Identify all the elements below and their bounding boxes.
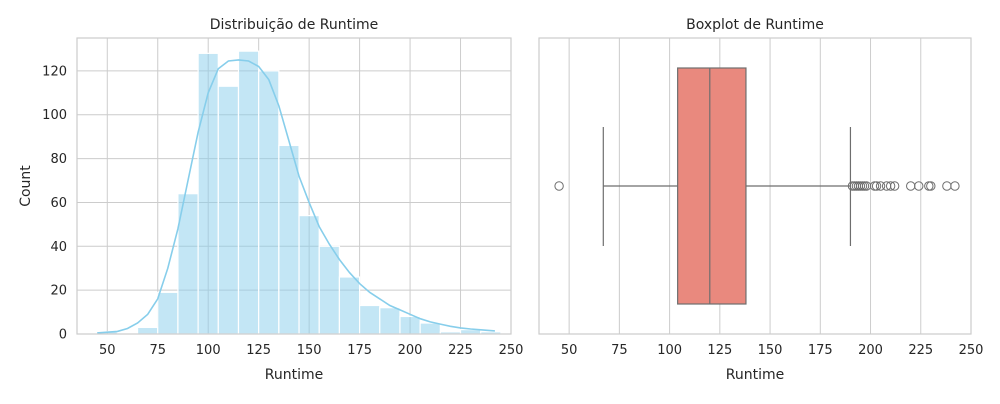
boxplot-outlier-point [871, 181, 882, 191]
boxplot-outlier-point [889, 181, 900, 191]
histogram-bar [237, 50, 260, 335]
boxplot-panel: 50 75 100 125 150 175 200 225 250 Boxplot de Run… [538, 17, 984, 383]
histogram-y-tick-label: 60 [50, 196, 67, 211]
boxplot-x-tick-label: 175 [808, 343, 833, 358]
histogram-bar [136, 326, 159, 335]
boxplot-x-tick-label: 100 [657, 343, 682, 358]
boxplot-outlier-point [914, 181, 924, 191]
histogram-x-tick-label: 100 [196, 343, 221, 358]
boxplot-title: Boxplot de Runtime [686, 17, 824, 33]
boxplot-outliers [554, 181, 960, 191]
histogram-bar [258, 70, 280, 335]
histogram-bar [157, 291, 179, 335]
boxplot-x-ticks: 50 75 100 125 150 175 200 225 250 [561, 343, 984, 358]
histogram-bar [379, 307, 401, 335]
boxplot-outlier-point [885, 181, 896, 191]
boxplot-x-tick-label: 200 [858, 343, 883, 358]
boxplot-x-tick-label: 125 [707, 343, 732, 358]
boxplot-iqr-box [677, 67, 747, 305]
histogram-title: Distribuição de Runtime [210, 17, 378, 33]
histogram-bar [278, 144, 300, 335]
histogram-y-tick-label: 120 [42, 64, 67, 79]
histogram-y-tick-label: 80 [50, 152, 67, 167]
histogram-x-tick-label: 225 [448, 343, 473, 358]
histogram-bar [298, 215, 320, 335]
boxplot-outlier-point [554, 181, 564, 191]
boxplot-outlier-point [950, 181, 960, 191]
histogram-y-tick-label: 100 [42, 108, 67, 123]
histogram-y-label: Count [18, 165, 34, 207]
histogram-y-tick-label: 20 [50, 284, 67, 299]
kde-curve [97, 59, 495, 334]
boxplot-x-tick-label: 75 [611, 343, 628, 358]
histogram-bar [338, 276, 361, 335]
histogram-panel: 50 75 100 125 150 175 200 225 250 0 20 40 60 80 100 12… [18, 17, 523, 383]
histogram-x-tick-label: 125 [246, 343, 271, 358]
histogram-x-tick-label: 200 [398, 343, 423, 358]
boxplot-x-tick-label: 150 [758, 343, 783, 358]
boxplot-box-group [602, 67, 852, 305]
histogram-x-tick-label: 50 [99, 343, 116, 358]
histogram-y-tick-label: 40 [50, 240, 67, 255]
histogram-bar [217, 85, 240, 335]
boxplot-outlier-point [926, 181, 936, 191]
histogram-y-ticks: 0 20 40 60 80 100 120 [42, 64, 67, 342]
boxplot-x-tick-label: 50 [561, 343, 578, 358]
histogram-x-tick-label: 150 [297, 343, 322, 358]
histogram-bar [419, 322, 441, 335]
histogram-x-tick-label: 175 [347, 343, 372, 358]
histogram-bars [96, 50, 502, 335]
histogram-x-tick-label: 75 [149, 343, 166, 358]
boxplot-x-tick-label: 250 [959, 343, 984, 358]
histogram-x-ticks: 50 75 100 125 150 175 200 225 250 [99, 343, 523, 358]
boxplot-outlier-point [875, 181, 886, 191]
histogram-x-tick-label: 250 [499, 343, 524, 358]
boxplot-x-tick-label: 225 [908, 343, 933, 358]
histogram-frame [76, 37, 512, 335]
boxplot-frame [538, 37, 972, 335]
histogram-bar [359, 304, 381, 335]
histogram-bar [318, 245, 341, 335]
histogram-x-label: Runtime [265, 367, 323, 383]
histogram-bar [399, 315, 421, 335]
boxplot-x-label: Runtime [726, 367, 784, 383]
histogram-y-tick-label: 0 [59, 328, 67, 343]
